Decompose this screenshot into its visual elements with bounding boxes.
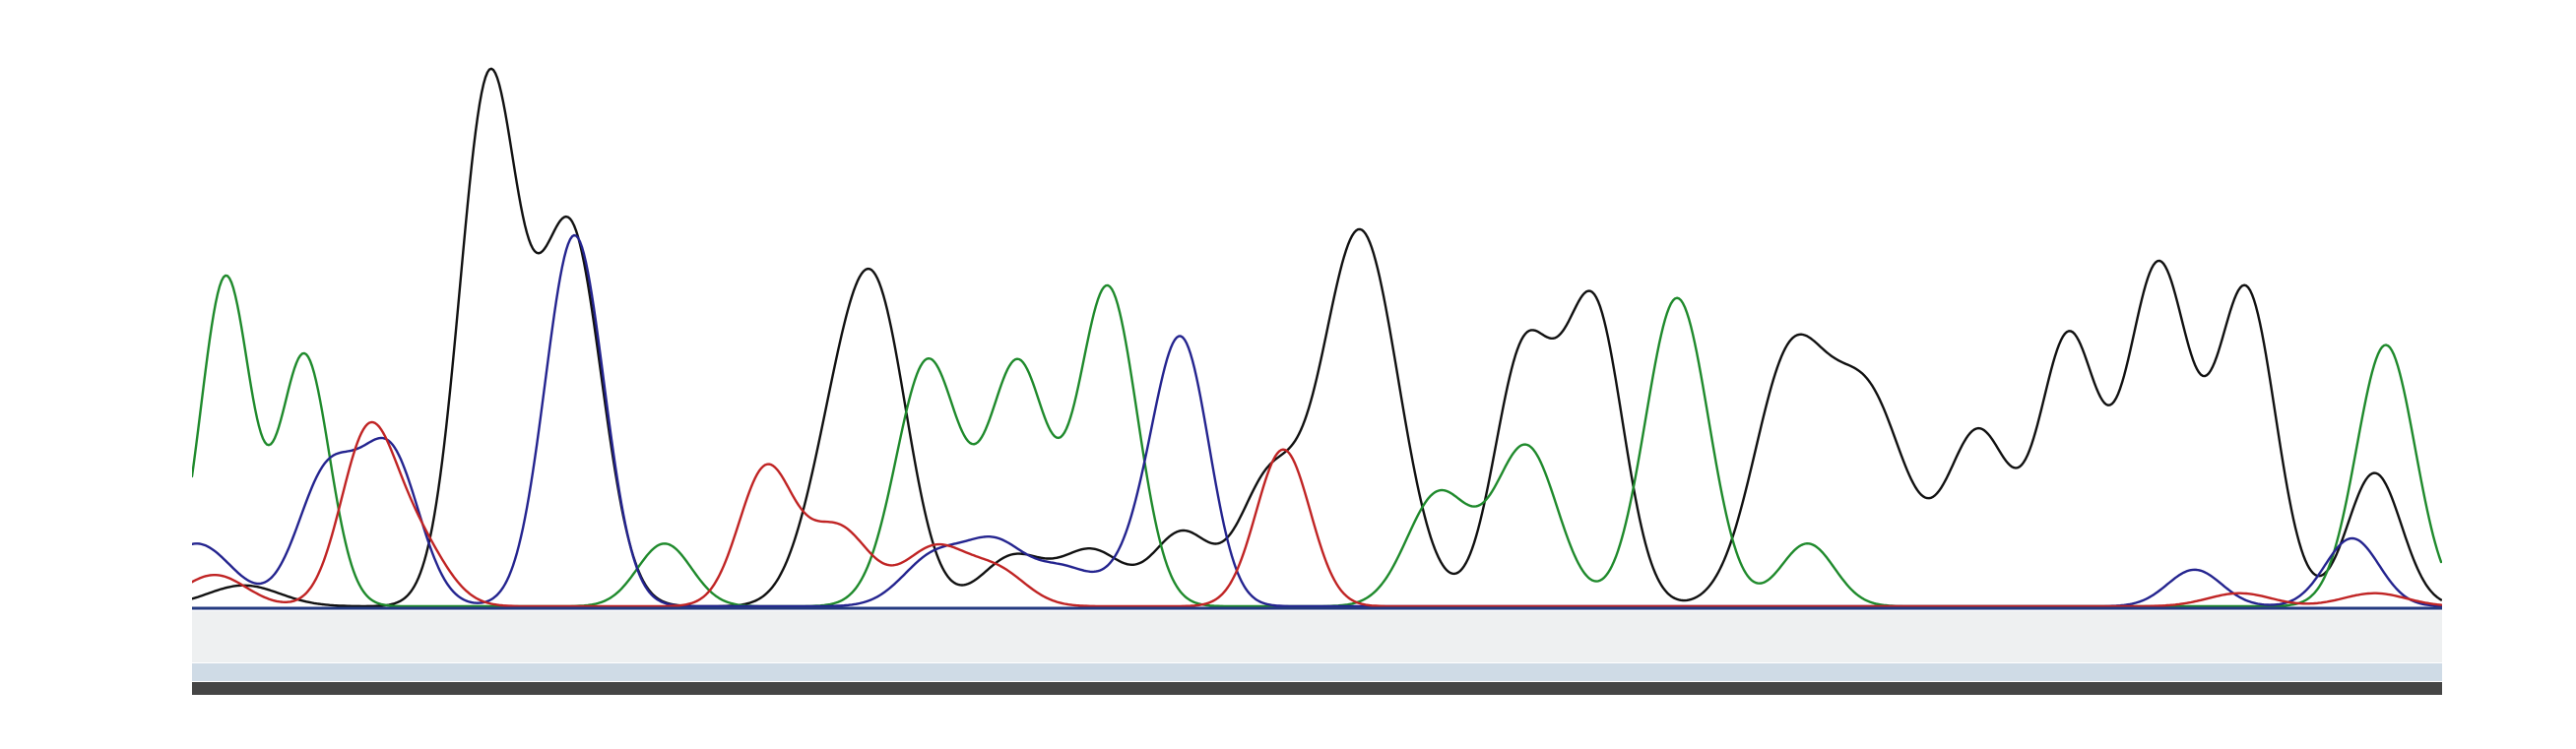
trace-line-1 [192, 67, 2442, 608]
scroll-track[interactable] [192, 611, 2442, 662]
scroll-track-highlight [192, 663, 2442, 681]
scroll-bar[interactable] [192, 682, 2442, 695]
trace-group [192, 67, 2442, 608]
trace-line-4 [192, 420, 2442, 608]
